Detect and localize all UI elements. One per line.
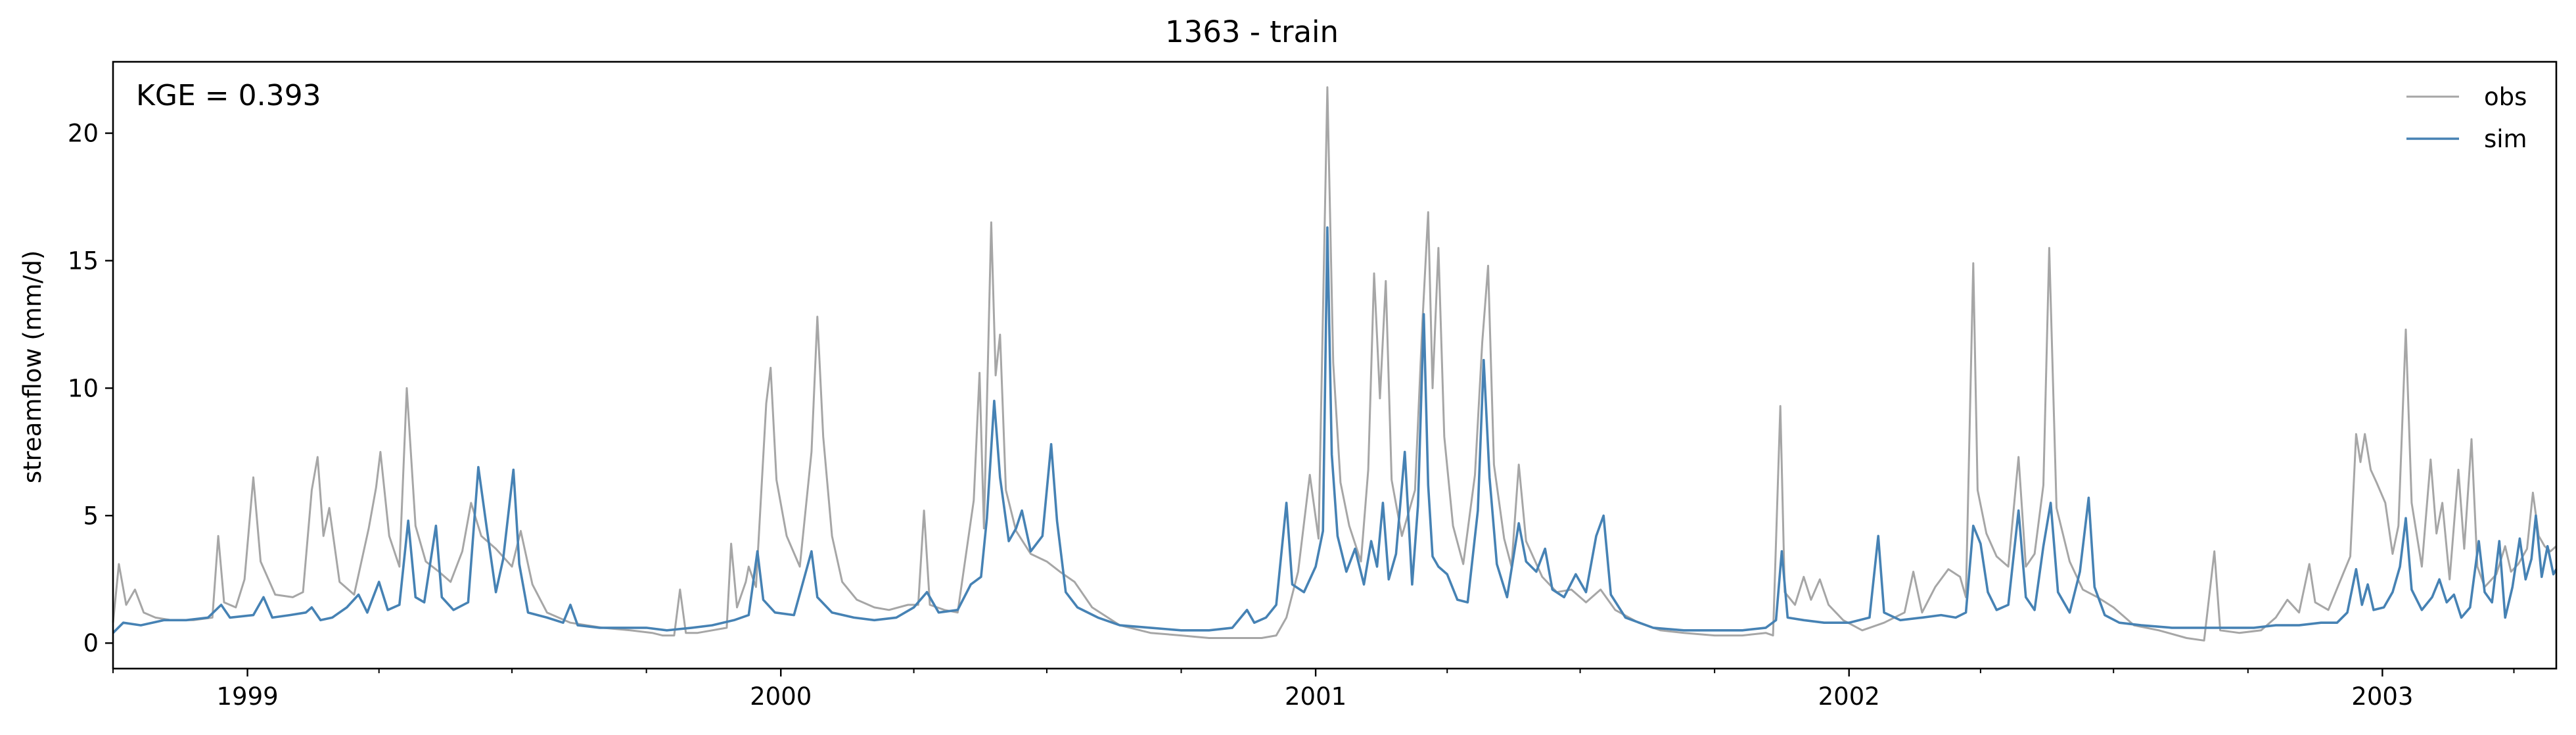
y-tick-label-15: 15	[68, 247, 99, 275]
x-tick-label-2001: 2001	[1285, 682, 1346, 711]
y-tick-label-20: 20	[68, 120, 99, 148]
x-axis: 1999 2000 2001 2002 2003	[112, 669, 2515, 711]
x-tick-label-1999: 1999	[216, 682, 278, 711]
x-tick-label-2003: 2003	[2351, 682, 2413, 711]
chart-title: 1363 - train	[1165, 14, 1339, 49]
kge-annotation: KGE = 0.393	[136, 79, 321, 112]
x-tick-label-2002: 2002	[1818, 682, 1880, 711]
series-line-obs	[112, 86, 2557, 642]
series-layer	[112, 86, 2558, 642]
y-tick-label-5: 5	[83, 502, 99, 530]
plot-frame	[112, 60, 2558, 670]
y-tick-label-10: 10	[68, 374, 99, 402]
x-tick-label-2000: 2000	[750, 682, 812, 711]
y-tick-label-0: 0	[83, 629, 99, 657]
legend: obs sim	[2406, 83, 2527, 153]
y-axis-label: streamflow (mm/d)	[18, 250, 47, 484]
legend-label-sim: sim	[2484, 125, 2527, 153]
y-axis: 0 5 10 15 20	[68, 120, 113, 657]
plot-area	[112, 60, 2558, 670]
series-line-sim	[112, 226, 2558, 634]
legend-label-obs: obs	[2484, 83, 2527, 111]
